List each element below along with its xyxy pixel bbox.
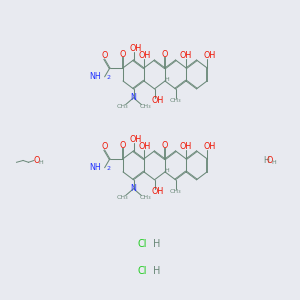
- Text: O: O: [266, 156, 273, 165]
- Text: N: N: [130, 93, 136, 102]
- Text: Cl: Cl: [138, 266, 147, 277]
- Text: OH: OH: [179, 142, 192, 151]
- Text: OH: OH: [139, 142, 151, 151]
- Text: H: H: [164, 77, 169, 82]
- Text: OH: OH: [179, 51, 192, 60]
- Text: OH: OH: [151, 187, 163, 196]
- Text: CH₃: CH₃: [139, 195, 151, 200]
- Text: O: O: [162, 50, 168, 59]
- Text: CH₃: CH₃: [139, 104, 151, 109]
- Text: O: O: [162, 141, 168, 150]
- Text: OH: OH: [130, 44, 142, 53]
- Text: O: O: [101, 51, 108, 60]
- Text: OH: OH: [203, 51, 216, 60]
- Text: O: O: [120, 50, 126, 59]
- Text: 2: 2: [106, 75, 110, 80]
- Text: NH: NH: [90, 72, 101, 81]
- Text: CH₃: CH₃: [116, 104, 128, 109]
- Text: N: N: [130, 184, 136, 193]
- Text: H: H: [153, 266, 160, 277]
- Text: OH: OH: [130, 135, 142, 144]
- Text: H: H: [153, 238, 160, 249]
- Text: CH₃: CH₃: [170, 98, 181, 104]
- Text: O: O: [120, 141, 126, 150]
- Text: CH₃: CH₃: [170, 189, 181, 194]
- Text: CH₃: CH₃: [116, 195, 128, 200]
- Text: OH: OH: [151, 97, 163, 106]
- Text: 2: 2: [106, 166, 110, 171]
- Text: H: H: [263, 156, 269, 165]
- Text: H: H: [271, 160, 276, 165]
- Text: H: H: [38, 160, 43, 164]
- Text: O: O: [33, 156, 40, 165]
- Text: Cl: Cl: [138, 238, 147, 249]
- Text: OH: OH: [139, 51, 151, 60]
- Text: NH: NH: [90, 163, 101, 172]
- Text: H: H: [164, 168, 169, 173]
- Text: O: O: [101, 142, 108, 151]
- Text: OH: OH: [203, 142, 216, 151]
